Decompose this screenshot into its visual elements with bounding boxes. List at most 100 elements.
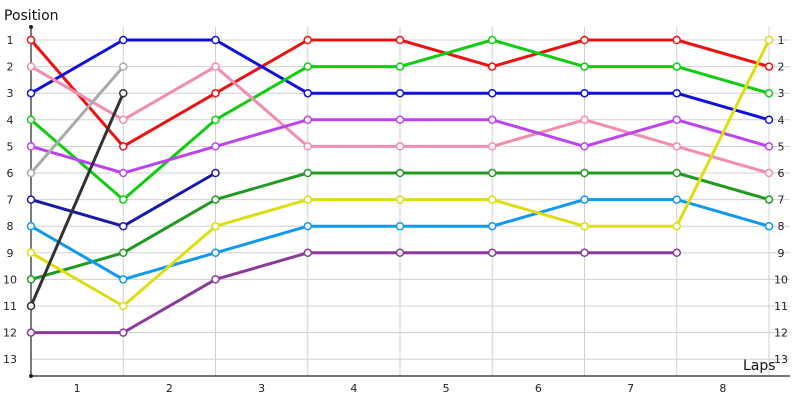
series-point-9: [488, 248, 497, 258]
y-tick-label-left: 10: [3, 273, 17, 286]
series-point-4: [119, 115, 128, 125]
series-point-1: [211, 88, 220, 98]
series-point-8: [211, 221, 220, 231]
series-point-1: [26, 35, 36, 45]
y-tick-label-right: 5: [778, 140, 785, 153]
series-point-12: [119, 88, 128, 98]
series-point-3: [26, 115, 36, 125]
series-point-2: [303, 88, 312, 98]
series-point-11: [26, 168, 36, 178]
y-tick-label-left: 6: [7, 167, 14, 180]
series-point-3: [488, 35, 497, 45]
series-point-4: [395, 142, 405, 151]
y-tick-label-left: 8: [7, 220, 14, 233]
series-point-9: [119, 328, 128, 337]
series-point-7: [26, 221, 36, 231]
series-point-1: [488, 62, 497, 71]
y-tick-label-left: 3: [7, 87, 14, 100]
series-point-2: [26, 88, 36, 98]
y-tick-label-right: 12: [774, 327, 788, 340]
series-point-9: [303, 248, 312, 258]
series-point-7: [488, 221, 497, 231]
series-point-10: [211, 168, 220, 178]
series-point-6: [488, 168, 497, 178]
y-tick-label-right: 6: [778, 167, 785, 180]
series-point-5: [672, 115, 681, 125]
series-point-3: [303, 62, 312, 71]
series-point-6: [303, 168, 312, 178]
y-tick-label-right: 3: [778, 87, 785, 100]
x-tick-label: 3: [258, 382, 265, 395]
series-point-3: [395, 62, 405, 71]
series-point-6: [119, 248, 128, 258]
series-point-9: [395, 248, 405, 258]
series-point-3: [119, 195, 128, 204]
series-point-3: [764, 88, 774, 98]
series-point-5: [119, 168, 128, 178]
series-point-8: [764, 35, 774, 45]
series-point-2: [211, 35, 220, 45]
series-point-8: [395, 195, 405, 204]
x-tick-label: 2: [166, 382, 173, 395]
y-tick-label-right: 4: [778, 114, 785, 127]
series-point-1: [119, 142, 128, 151]
x-tick-label: 4: [350, 382, 357, 395]
series-point-3: [211, 115, 220, 125]
x-axis-title: Laps: [743, 358, 776, 374]
series-point-10: [119, 221, 128, 231]
series-point-6: [580, 168, 589, 178]
y-tick-label-right: 10: [774, 273, 788, 286]
series-point-2: [672, 88, 681, 98]
series-point-7: [395, 221, 405, 231]
series-point-6: [211, 195, 220, 204]
y-tick-label-right: 9: [778, 247, 785, 260]
series-point-5: [764, 142, 774, 151]
series-point-1: [764, 62, 774, 71]
x-tick-label: 8: [719, 382, 726, 395]
series-point-1: [395, 35, 405, 45]
y-tick-label-left: 11: [3, 300, 17, 313]
series-point-9: [580, 248, 589, 258]
y-tick-label-left: 13: [3, 353, 17, 366]
series-point-8: [488, 195, 497, 204]
y-axis-arrow: [29, 25, 33, 29]
axis-origin: [29, 374, 33, 378]
y-tick-label-left: 5: [7, 140, 14, 153]
series-point-6: [395, 168, 405, 178]
y-tick-label-left: 4: [7, 114, 14, 127]
y-tick-label-left: 9: [7, 247, 14, 260]
series-point-2: [395, 88, 405, 98]
series-line-11: [29, 65, 125, 175]
x-tick-label: 6: [535, 382, 542, 395]
y-tick-label-right: 11: [774, 300, 788, 313]
x-tick-label: 5: [443, 382, 450, 395]
series-point-7: [672, 195, 681, 204]
series-point-5: [395, 115, 405, 125]
series-point-9: [672, 248, 681, 258]
y-tick-label-left: 7: [7, 194, 14, 207]
series-point-2: [580, 88, 589, 98]
series-point-8: [119, 301, 128, 311]
series-point-7: [764, 221, 774, 231]
y-axis-title: Position: [4, 8, 59, 24]
series-point-8: [672, 221, 681, 231]
series-points: [26, 35, 774, 337]
series-point-8: [26, 248, 36, 258]
series-point-5: [488, 115, 497, 125]
series-point-2: [488, 88, 497, 98]
series-point-7: [119, 275, 128, 284]
y-tick-label-right: 8: [778, 220, 785, 233]
series-point-5: [580, 142, 589, 151]
series-line-9: [29, 251, 679, 335]
y-tick-label-left: 2: [7, 61, 14, 74]
x-tick-label: 7: [627, 382, 634, 395]
series-point-1: [303, 35, 312, 45]
series-point-5: [211, 142, 220, 151]
series-point-1: [580, 35, 589, 45]
series-point-4: [488, 142, 497, 151]
series-point-4: [764, 168, 774, 178]
series-point-9: [26, 328, 36, 337]
series-point-4: [211, 62, 220, 71]
